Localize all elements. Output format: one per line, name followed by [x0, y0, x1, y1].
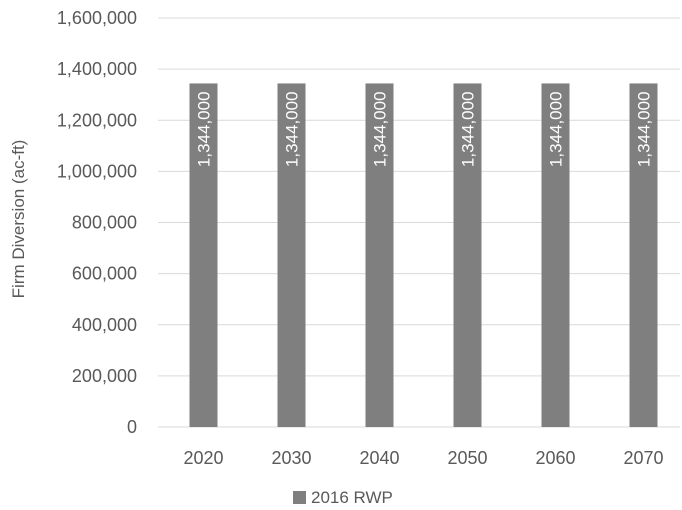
data-label-2030: 1,344,000	[283, 91, 302, 167]
bar-2050	[453, 83, 482, 427]
data-label-2050: 1,344,000	[459, 91, 478, 167]
x-tick-label-2020: 2020	[183, 448, 223, 468]
bar-2020	[189, 83, 218, 427]
bars: 1,344,000 1,344,000 1,344,000 1,344,000 1,34…	[189, 83, 658, 427]
data-label-2070: 1,344,000	[635, 91, 654, 167]
y-tick-label: 400,000	[72, 315, 137, 335]
y-tick-label: 1,400,000	[57, 59, 137, 79]
data-label-2020: 1,344,000	[195, 91, 214, 167]
y-tick-label: 0	[127, 417, 137, 437]
y-tick-label: 800,000	[72, 213, 137, 233]
x-tick-label-2060: 2060	[535, 448, 575, 468]
y-tick-label: 1,600,000	[57, 8, 137, 28]
x-tick-label-2040: 2040	[359, 448, 399, 468]
legend: 2016 RWP	[293, 488, 393, 507]
y-tick-label: 1,200,000	[57, 110, 137, 130]
data-label-2060: 1,344,000	[547, 91, 566, 167]
bar-2030	[277, 83, 306, 427]
legend-swatch	[293, 491, 306, 504]
bar-2040	[365, 83, 394, 427]
x-tick-label-2030: 2030	[271, 448, 311, 468]
x-tick-label-2050: 2050	[447, 448, 487, 468]
y-tick-label: 600,000	[72, 264, 137, 284]
bar-2060	[541, 83, 570, 427]
x-axis-tick-labels: 2020 2030 2040 2050 2060 2070	[183, 448, 663, 468]
gridlines	[158, 17, 680, 428]
y-tick-label: 1,000,000	[57, 161, 137, 181]
x-tick-label-2070: 2070	[623, 448, 663, 468]
legend-label: 2016 RWP	[311, 488, 393, 507]
y-axis-title: Firm Diversion (ac-ft)	[9, 140, 28, 299]
y-axis-tick-labels: 0 200,000 400,000 600,000 800,000 1,000,000 1,…	[57, 8, 137, 437]
bar-2070	[629, 83, 658, 427]
y-tick-label: 200,000	[72, 366, 137, 386]
data-label-2040: 1,344,000	[371, 91, 390, 167]
